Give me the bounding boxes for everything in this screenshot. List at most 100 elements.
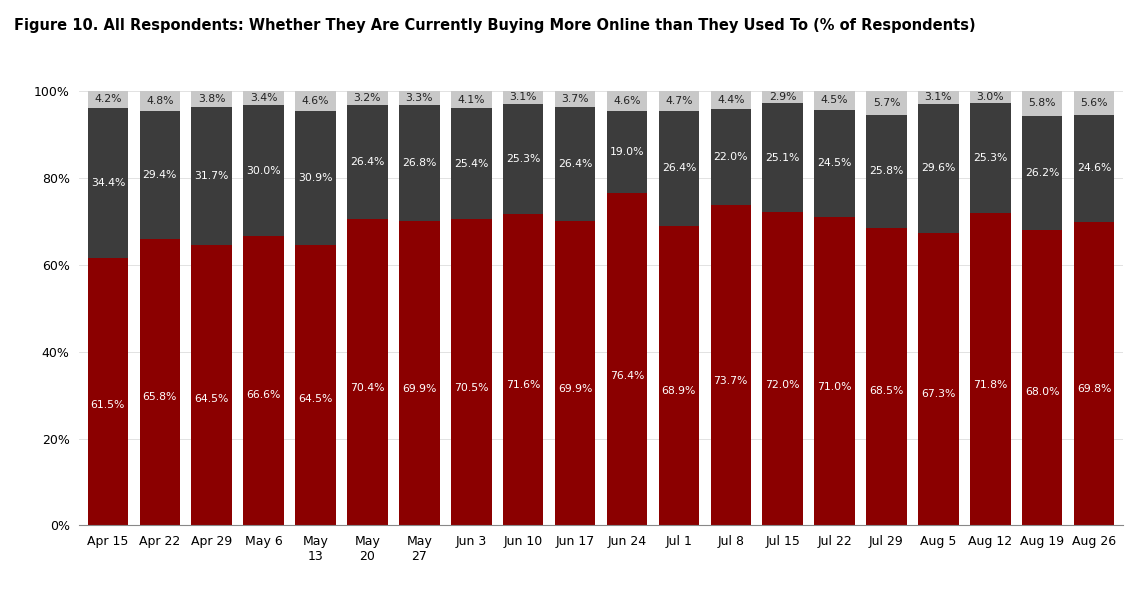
Bar	[451, 91, 491, 109]
Text: 3.3%: 3.3%	[406, 93, 433, 103]
Bar	[970, 213, 1010, 525]
Bar	[866, 228, 907, 525]
Bar	[607, 91, 648, 111]
Bar	[866, 115, 907, 228]
Text: 5.7%: 5.7%	[873, 98, 900, 108]
Text: 26.4%: 26.4%	[350, 157, 384, 167]
Bar	[1074, 115, 1115, 222]
Text: 31.7%: 31.7%	[195, 171, 229, 181]
Text: 68.9%: 68.9%	[662, 385, 696, 396]
Text: 76.4%: 76.4%	[610, 371, 644, 381]
Text: 3.2%: 3.2%	[354, 92, 381, 103]
Bar	[399, 91, 440, 105]
Bar	[1022, 91, 1063, 116]
Bar	[814, 217, 855, 525]
Text: 2.9%: 2.9%	[769, 92, 796, 102]
Text: 22.0%: 22.0%	[713, 152, 748, 162]
Bar	[347, 104, 388, 219]
Text: 25.8%: 25.8%	[870, 167, 904, 176]
Text: 72.0%: 72.0%	[765, 379, 799, 390]
Bar	[451, 219, 491, 525]
Bar	[814, 110, 855, 217]
Text: 64.5%: 64.5%	[298, 394, 332, 404]
Bar	[762, 103, 803, 213]
Text: 66.6%: 66.6%	[246, 390, 281, 400]
Text: 4.7%: 4.7%	[666, 96, 693, 106]
Text: 68.5%: 68.5%	[870, 387, 904, 396]
Bar	[659, 111, 700, 226]
Bar	[87, 90, 128, 109]
Text: 30.9%: 30.9%	[298, 173, 332, 183]
Text: 4.4%: 4.4%	[717, 95, 745, 104]
Text: 68.0%: 68.0%	[1025, 387, 1059, 397]
Text: 19.0%: 19.0%	[610, 147, 644, 157]
Bar	[762, 213, 803, 525]
Text: 24.5%: 24.5%	[818, 158, 852, 169]
Bar	[866, 91, 907, 115]
Text: 70.5%: 70.5%	[454, 382, 489, 393]
Bar	[970, 103, 1010, 213]
Bar	[659, 226, 700, 525]
Bar	[139, 112, 180, 239]
Text: 26.8%: 26.8%	[403, 158, 437, 169]
Bar	[919, 233, 958, 525]
Bar	[1074, 222, 1115, 525]
Bar	[295, 111, 336, 245]
Bar	[244, 105, 284, 236]
Bar	[919, 91, 958, 104]
Bar	[192, 107, 232, 245]
Text: 30.0%: 30.0%	[246, 165, 281, 176]
Bar	[87, 109, 128, 258]
Text: 69.8%: 69.8%	[1077, 384, 1111, 394]
Text: 26.4%: 26.4%	[662, 164, 696, 173]
Bar	[607, 111, 648, 193]
Text: 69.9%: 69.9%	[558, 384, 592, 394]
Bar	[762, 91, 803, 103]
Text: 3.8%: 3.8%	[198, 94, 226, 104]
Text: 24.6%: 24.6%	[1077, 164, 1111, 173]
Text: 69.9%: 69.9%	[403, 384, 437, 394]
Text: 67.3%: 67.3%	[921, 389, 956, 399]
Bar	[502, 91, 543, 104]
Text: 25.4%: 25.4%	[454, 159, 489, 169]
Text: 29.4%: 29.4%	[143, 170, 177, 181]
Bar	[347, 219, 388, 525]
Text: 4.8%: 4.8%	[146, 96, 174, 106]
Text: 4.6%: 4.6%	[302, 95, 329, 106]
Text: 4.6%: 4.6%	[613, 95, 641, 106]
Text: 3.1%: 3.1%	[509, 92, 536, 102]
Text: 5.6%: 5.6%	[1081, 98, 1108, 108]
Bar	[970, 90, 1010, 103]
Bar	[555, 107, 595, 222]
Text: 4.5%: 4.5%	[821, 95, 848, 105]
Text: 3.0%: 3.0%	[976, 92, 1004, 101]
Text: 71.6%: 71.6%	[506, 381, 540, 390]
Bar	[295, 91, 336, 111]
Bar	[1022, 116, 1063, 230]
Bar	[1074, 91, 1115, 115]
Text: 26.2%: 26.2%	[1025, 168, 1059, 178]
Bar	[1022, 230, 1063, 525]
Text: 73.7%: 73.7%	[713, 376, 748, 386]
Text: 71.8%: 71.8%	[973, 380, 1007, 390]
Text: 25.1%: 25.1%	[765, 153, 799, 163]
Text: 25.3%: 25.3%	[506, 154, 540, 164]
Text: 25.3%: 25.3%	[973, 153, 1007, 163]
Text: 3.1%: 3.1%	[924, 92, 953, 102]
Text: 26.4%: 26.4%	[558, 159, 592, 169]
Text: 61.5%: 61.5%	[91, 400, 125, 410]
Text: 70.4%: 70.4%	[350, 383, 384, 393]
Text: Figure 10. All Respondents: Whether They Are Currently Buying More Online than T: Figure 10. All Respondents: Whether They…	[14, 18, 975, 33]
Bar	[295, 245, 336, 525]
Bar	[555, 222, 595, 525]
Bar	[659, 91, 700, 111]
Bar	[244, 236, 284, 525]
Bar	[347, 91, 388, 104]
Bar	[244, 91, 284, 105]
Text: 5.8%: 5.8%	[1029, 98, 1056, 108]
Bar	[711, 205, 751, 525]
Bar	[555, 91, 595, 107]
Bar	[192, 245, 232, 525]
Bar	[87, 258, 128, 525]
Bar	[139, 91, 180, 112]
